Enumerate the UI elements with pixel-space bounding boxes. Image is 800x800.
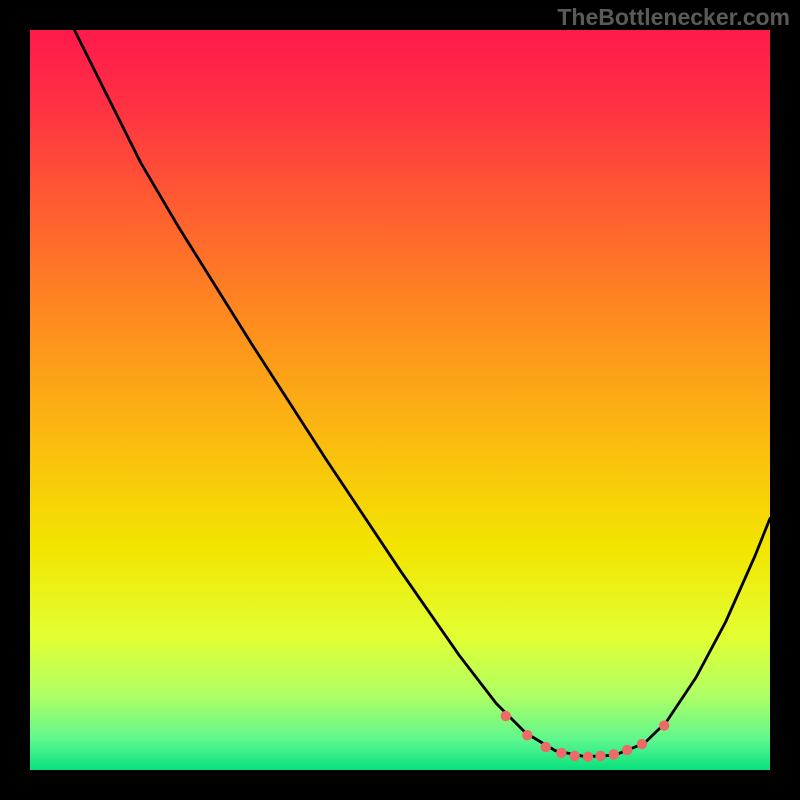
marker-dot: [569, 751, 579, 761]
marker-dot: [622, 745, 632, 755]
stage: TheBottlenecker.com: [0, 0, 800, 800]
marker-dot: [541, 742, 551, 752]
marker-dot: [637, 739, 647, 749]
bottleneck-chart: [30, 30, 770, 770]
marker-dot: [595, 751, 605, 761]
marker-dot: [522, 730, 532, 740]
marker-dot: [609, 749, 619, 759]
marker-dot: [583, 751, 593, 761]
gradient-background: [30, 30, 770, 770]
marker-dot: [556, 748, 566, 758]
marker-dot: [659, 720, 669, 730]
marker-dot: [501, 711, 511, 721]
watermark-text: TheBottlenecker.com: [557, 4, 790, 31]
